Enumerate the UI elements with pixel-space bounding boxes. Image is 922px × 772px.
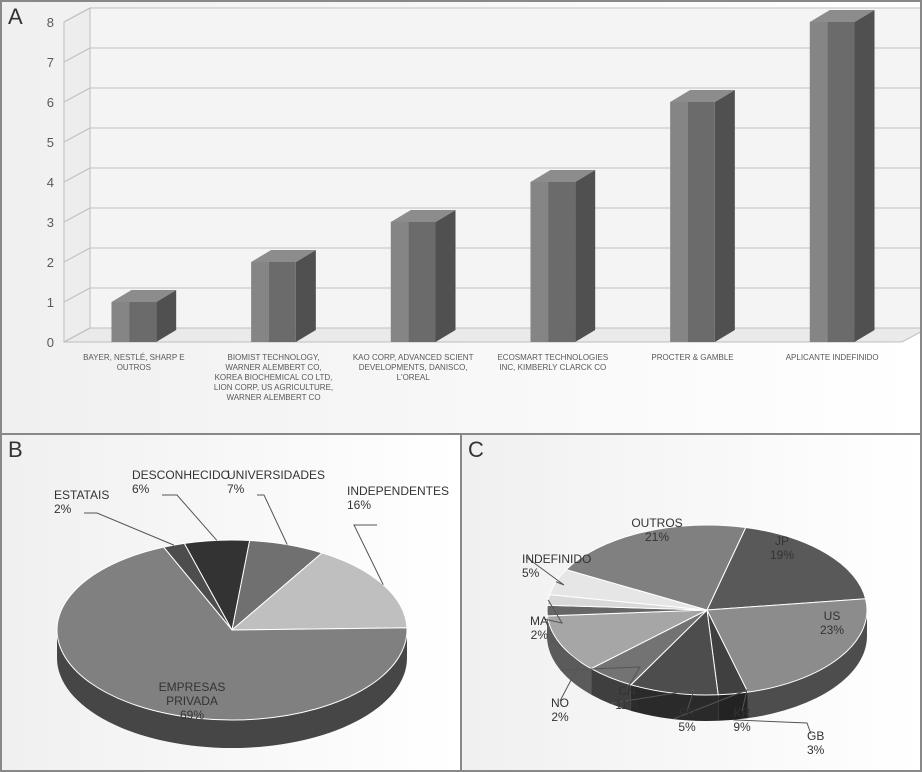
- svg-text:L'OREAL: L'OREAL: [397, 373, 431, 382]
- svg-text:LION CORP, US AGRICULTURE,: LION CORP, US AGRICULTURE,: [214, 383, 333, 392]
- svg-text:4: 4: [47, 175, 54, 190]
- panel-c-letter: C: [468, 437, 484, 463]
- svg-text:7: 7: [47, 55, 54, 70]
- pie-chart-c: JP19%US23%GB3%KR9%FR5%CN11%NO2%MA2%INDEF…: [462, 435, 921, 771]
- svg-text:16%: 16%: [347, 498, 371, 512]
- svg-text:MA: MA: [530, 614, 548, 628]
- svg-text:5%: 5%: [522, 566, 540, 580]
- svg-text:0: 0: [47, 335, 54, 350]
- bar: [251, 250, 316, 342]
- bar: [670, 90, 735, 342]
- svg-text:OUTROS: OUTROS: [117, 363, 151, 372]
- bar-chart-a: 0 1 2 3 4 5 6 7 8 BAYER, NESTLÉ, SHARP EOUTROS BIO…: [2, 2, 921, 432]
- panel-b: B ESTATAIS2% DESCONHECIDO6% UNIVERSIDADES7…: [1, 434, 461, 771]
- panel-b-letter: B: [8, 437, 23, 463]
- svg-text:11%: 11%: [615, 698, 638, 712]
- svg-text:23%: 23%: [820, 623, 844, 637]
- svg-text:NO: NO: [551, 696, 569, 710]
- pie-chart-b: ESTATAIS2% DESCONHECIDO6% UNIVERSIDADES7% I…: [2, 435, 461, 771]
- svg-text:8: 8: [47, 15, 54, 30]
- svg-text:DEVELOPMENTS, DANISCO,: DEVELOPMENTS, DANISCO,: [359, 363, 468, 372]
- panel-a-letter: A: [8, 4, 23, 30]
- bar: [530, 170, 595, 342]
- svg-text:ECOSMART TECHNOLOGIES: ECOSMART TECHNOLOGIES: [497, 353, 608, 362]
- figure-container: A 012345678BAYER, NESTLÉ, SHARP EOUTROSB…: [0, 0, 922, 772]
- svg-text:5%: 5%: [678, 720, 696, 734]
- svg-text:KR: KR: [734, 706, 751, 720]
- svg-text:US: US: [824, 609, 841, 623]
- panel-c: C JP19%US23%GB3%KR9%FR5%CN11%NO2%MA2%IND…: [461, 434, 921, 771]
- svg-text:KOREA BIOCHEMICAL CO LTD,: KOREA BIOCHEMICAL CO LTD,: [215, 373, 333, 382]
- bar: [391, 210, 456, 342]
- svg-text:EMPRESAS: EMPRESAS: [159, 680, 226, 694]
- bar: [111, 290, 176, 342]
- svg-text:APLICANTE INDEFINIDO: APLICANTE INDEFINIDO: [786, 353, 879, 362]
- bar: [810, 10, 875, 342]
- svg-text:BIOMIST TECHNOLOGY,: BIOMIST TECHNOLOGY,: [227, 353, 319, 362]
- svg-text:FR: FR: [679, 706, 695, 720]
- svg-text:WARNER ALEMBERT CO: WARNER ALEMBERT CO: [226, 393, 320, 402]
- svg-text:BAYER, NESTLÉ, SHARP E: BAYER, NESTLÉ, SHARP E: [83, 353, 185, 362]
- svg-text:2%: 2%: [551, 710, 569, 724]
- svg-text:PRIVADA: PRIVADA: [166, 694, 218, 708]
- svg-text:JP: JP: [775, 534, 789, 548]
- svg-text:INC, KIMBERLY CLARCK CO: INC, KIMBERLY CLARCK CO: [499, 363, 606, 372]
- svg-text:UNIVERSIDADES: UNIVERSIDADES: [227, 468, 325, 482]
- svg-text:WARNER ALEMBERT CO,: WARNER ALEMBERT CO,: [225, 363, 321, 372]
- svg-text:2%: 2%: [531, 628, 549, 642]
- svg-text:2%: 2%: [54, 502, 72, 516]
- svg-text:2: 2: [47, 255, 54, 270]
- svg-text:GB: GB: [807, 729, 824, 743]
- svg-text:ESTATAIS: ESTATAIS: [54, 488, 109, 502]
- svg-text:3%: 3%: [807, 743, 825, 757]
- svg-text:69%: 69%: [180, 708, 204, 722]
- svg-text:DESCONHECIDO: DESCONHECIDO: [132, 468, 230, 482]
- svg-text:PROCTER & GAMBLE: PROCTER & GAMBLE: [651, 353, 733, 362]
- svg-text:CN: CN: [618, 684, 635, 698]
- svg-text:7%: 7%: [227, 482, 245, 496]
- svg-text:KAO CORP, ADVANCED SCIENT: KAO CORP, ADVANCED SCIENT: [353, 353, 474, 362]
- svg-text:OUTROS: OUTROS: [631, 516, 682, 530]
- svg-text:INDEPENDENTES: INDEPENDENTES: [347, 484, 449, 498]
- svg-text:21%: 21%: [645, 530, 669, 544]
- svg-text:3: 3: [47, 215, 54, 230]
- svg-text:9%: 9%: [733, 720, 751, 734]
- svg-text:INDEFINIDO: INDEFINIDO: [522, 552, 591, 566]
- svg-text:5: 5: [47, 135, 54, 150]
- panel-a: A 0 1 2 3 4 5 6 7 8 BAYER, NESTLÉ, SHARP EOUTROS B…: [1, 1, 921, 434]
- svg-text:19%: 19%: [770, 548, 794, 562]
- svg-text:6: 6: [47, 95, 54, 110]
- svg-text:1: 1: [47, 295, 54, 310]
- svg-text:6%: 6%: [132, 482, 150, 496]
